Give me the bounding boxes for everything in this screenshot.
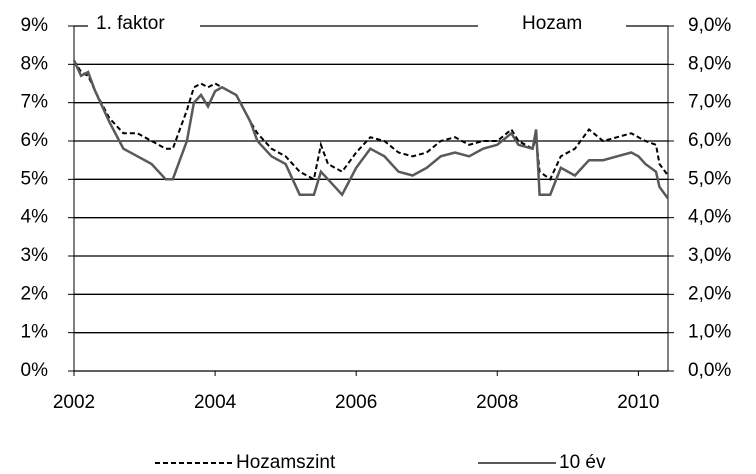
- annotation-bg: [478, 12, 626, 40]
- x-tick-label: 2004: [194, 392, 237, 413]
- series-line: [72, 59, 670, 200]
- y2-tick-label: 4,0%: [688, 207, 731, 228]
- x-tick-label: 2010: [617, 392, 659, 413]
- y-tick-label: 0%: [21, 360, 49, 381]
- x-tick-label: 2002: [53, 392, 95, 413]
- y-tick-label: 7%: [21, 92, 49, 113]
- y2-tick-label: 9,0%: [688, 15, 731, 36]
- y-tick-label: 9%: [21, 15, 49, 36]
- y2-tick-label: 3,0%: [688, 245, 731, 266]
- y2-tick-label: 8,0%: [688, 53, 731, 74]
- y2-tick-label: 2,0%: [688, 283, 731, 304]
- y2-tick-label: 5,0%: [688, 168, 731, 189]
- y-tick-label: 2%: [21, 283, 49, 304]
- annotation: 1. faktor: [96, 13, 165, 34]
- annotation: Hozam: [522, 13, 582, 34]
- y2-tick-label: 0,0%: [688, 360, 731, 381]
- y-tick-label: 1%: [21, 322, 49, 343]
- y-tick-label: 3%: [21, 245, 49, 266]
- x-tick-label: 2006: [335, 392, 377, 413]
- y2-tick-label: 1,0%: [688, 322, 731, 343]
- legend-label: 10 év: [559, 452, 606, 473]
- annotation-bg: [88, 12, 200, 40]
- y2-tick-label: 6,0%: [688, 130, 731, 151]
- x-tick-label: 2008: [476, 392, 518, 413]
- series-line: [73, 59, 669, 181]
- y-tick-label: 4%: [21, 207, 49, 228]
- y-tick-label: 5%: [21, 168, 49, 189]
- y2-tick-label: 7,0%: [688, 92, 731, 113]
- legend-label: Hozamszint: [236, 452, 336, 473]
- y-tick-label: 8%: [21, 53, 49, 74]
- y-tick-label: 6%: [21, 130, 49, 151]
